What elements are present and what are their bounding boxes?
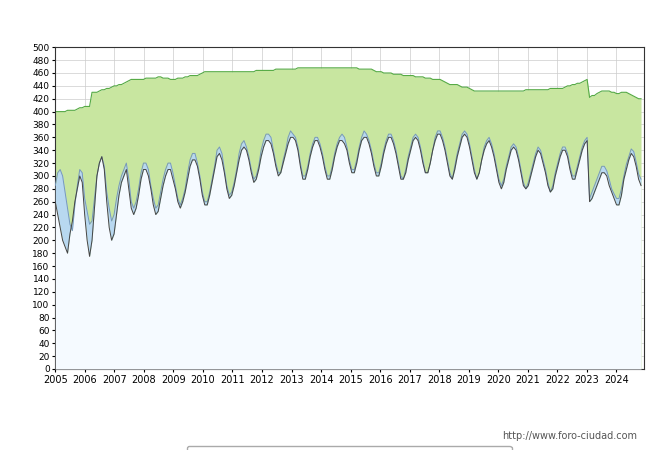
Text: Baños de Montemayor - Evolucion de la poblacion en edad de Trabajar Noviembre de: Baños de Montemayor - Evolucion de la po… bbox=[21, 15, 629, 28]
Legend: Ocupados, Parados, Hab. entre 16-64: Ocupados, Parados, Hab. entre 16-64 bbox=[187, 446, 512, 450]
Text: http://www.foro-ciudad.com: http://www.foro-ciudad.com bbox=[502, 431, 637, 441]
